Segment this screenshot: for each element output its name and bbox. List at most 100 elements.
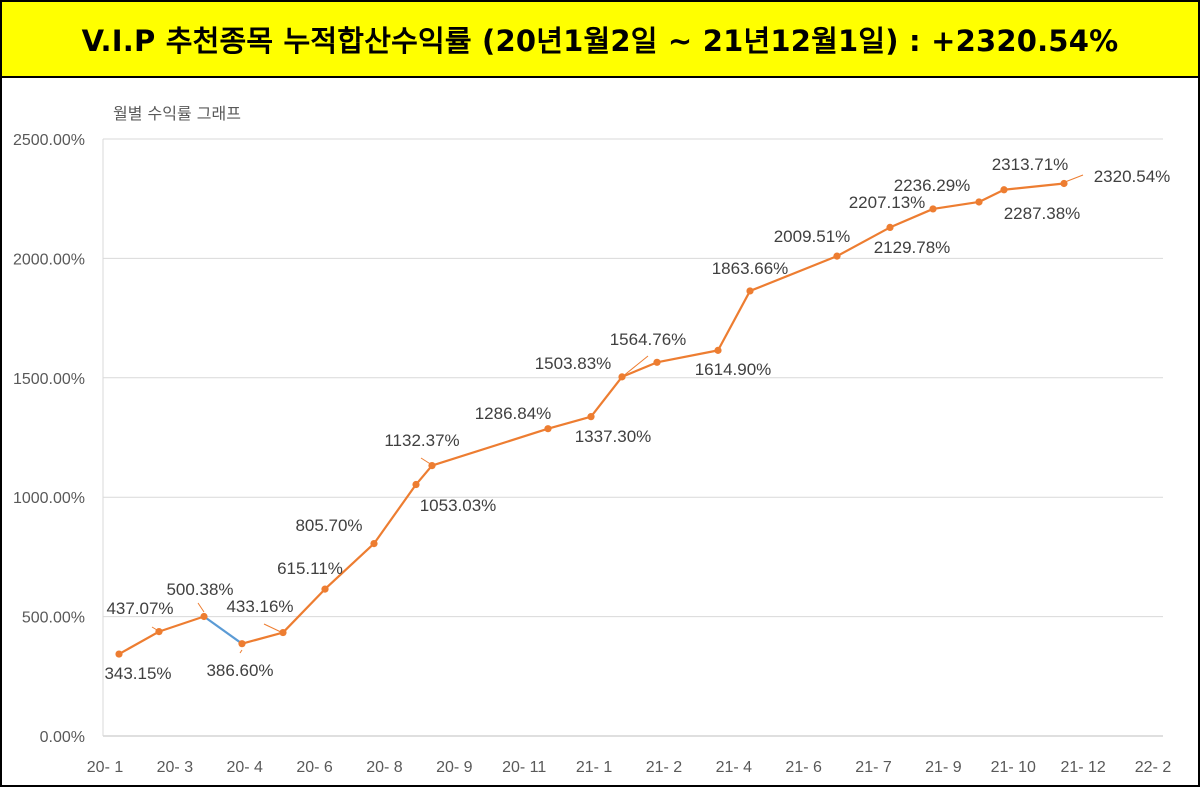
data-point bbox=[833, 252, 841, 260]
data-point bbox=[929, 205, 937, 213]
x-tick-label: 20- 9 bbox=[436, 759, 473, 776]
data-label: 437.07% bbox=[106, 599, 173, 618]
data-label: 1053.03% bbox=[420, 496, 497, 515]
leader-line bbox=[197, 602, 205, 613]
series-segment bbox=[620, 361, 659, 378]
title-banner: V.I.P 추천종목 누적합산수익률 (20년1월2일 ~ 21년12월1일) … bbox=[2, 2, 1198, 78]
data-label: 1614.90% bbox=[695, 360, 772, 379]
data-label: 1286.84% bbox=[475, 404, 552, 423]
x-tick-label: 21- 1 bbox=[576, 759, 613, 776]
x-tick-label: 22- 2 bbox=[1135, 759, 1172, 776]
y-tick-label: 500.00% bbox=[22, 610, 85, 627]
banner-title: V.I.P 추천종목 누적합산수익률 (20년1월2일 ~ 21년12월1일) … bbox=[81, 24, 1119, 58]
data-label: 2313.71% bbox=[992, 155, 1069, 174]
data-label: 1132.37% bbox=[384, 431, 459, 450]
data-label: 2009.51% bbox=[774, 227, 851, 246]
series-segment bbox=[1002, 182, 1066, 191]
series-segment bbox=[888, 207, 935, 229]
x-tick-label: 21- 2 bbox=[646, 759, 683, 776]
x-tick-label: 20- 8 bbox=[366, 759, 403, 776]
data-label: 1863.66% bbox=[712, 259, 789, 278]
series-segment bbox=[835, 226, 892, 258]
data-point bbox=[1000, 186, 1008, 194]
series-segment bbox=[748, 255, 839, 293]
data-point bbox=[1060, 179, 1068, 188]
data-point bbox=[746, 287, 754, 295]
series-segment bbox=[655, 349, 720, 364]
data-point bbox=[886, 223, 894, 232]
series-segment bbox=[202, 615, 244, 645]
data-label: 2207.13% bbox=[849, 193, 926, 212]
x-tick-label: 21- 12 bbox=[1060, 759, 1105, 776]
data-label: 2129.78% bbox=[874, 238, 951, 257]
series-segment bbox=[117, 630, 161, 656]
series-line bbox=[117, 180, 1067, 656]
data-label: 2287.38% bbox=[1004, 204, 1081, 223]
x-tick-label: 21- 4 bbox=[716, 759, 753, 776]
series-segment bbox=[240, 631, 285, 645]
series-segment bbox=[157, 615, 206, 633]
x-tick-label: 21- 6 bbox=[785, 759, 822, 776]
data-point bbox=[975, 198, 983, 206]
data-label: 1503.83% bbox=[535, 354, 612, 373]
x-tick-label: 20- 1 bbox=[87, 759, 124, 776]
data-point bbox=[238, 640, 246, 648]
series-segment bbox=[589, 375, 624, 418]
data-label: 386.60% bbox=[206, 661, 273, 680]
data-label: 1564.76% bbox=[610, 330, 687, 349]
data-label: 805.70% bbox=[295, 516, 362, 535]
series-segment bbox=[414, 464, 434, 486]
y-tick-label: 2500.00% bbox=[13, 132, 85, 149]
data-point bbox=[321, 585, 329, 593]
series-segment bbox=[716, 289, 752, 352]
data-point bbox=[714, 346, 722, 354]
series-segment bbox=[546, 415, 593, 430]
x-tick-label: 21- 10 bbox=[991, 759, 1036, 776]
y-tick-label: 1000.00% bbox=[13, 490, 85, 507]
data-points bbox=[115, 179, 1068, 658]
data-point bbox=[412, 480, 420, 489]
x-tick-label: 20- 3 bbox=[157, 759, 194, 776]
y-axis: 0.00% 500.00% 1000.00% 1500.00% 2000.00% 2500… bbox=[13, 132, 85, 746]
y-tick-label: 2000.00% bbox=[13, 251, 85, 268]
data-point bbox=[618, 373, 626, 381]
data-point bbox=[370, 539, 378, 548]
chart-title: 월별 수익률 그래프 bbox=[113, 104, 241, 123]
data-label: 2236.29% bbox=[894, 176, 971, 195]
data-label: 500.38% bbox=[166, 580, 233, 599]
y-tick-label: 1500.00% bbox=[13, 371, 85, 388]
series-segment bbox=[372, 483, 418, 545]
data-label: 2320.54% bbox=[1094, 167, 1171, 186]
data-label: 343.15% bbox=[104, 664, 171, 683]
data-point bbox=[155, 628, 163, 636]
data-point bbox=[544, 425, 552, 433]
data-point bbox=[653, 358, 661, 366]
data-point bbox=[428, 461, 436, 470]
x-axis: 20- 1 20- 3 20- 4 20- 6 20- 8 20- 9 20- 11 21- … bbox=[87, 759, 1172, 776]
x-tick-label: 20- 4 bbox=[226, 759, 263, 776]
data-label: 615.11% bbox=[277, 559, 343, 578]
x-tick-label: 21- 7 bbox=[855, 759, 892, 776]
series-segment bbox=[430, 427, 550, 467]
data-point bbox=[587, 413, 595, 421]
leader-line bbox=[621, 355, 649, 378]
series-segment bbox=[281, 588, 327, 634]
series-segment bbox=[977, 188, 1006, 204]
leader-line bbox=[239, 649, 243, 654]
x-tick-label: 20- 11 bbox=[502, 759, 546, 776]
gridlines bbox=[102, 138, 1163, 737]
data-labels: 343.15% 437.07%500.38% 386.60% 433.16% 615.1… bbox=[104, 155, 1170, 683]
data-point bbox=[115, 650, 123, 658]
data-label: 1337.30% bbox=[575, 427, 652, 446]
series-segment bbox=[931, 200, 981, 211]
series-segment bbox=[323, 542, 376, 591]
data-point bbox=[279, 628, 287, 637]
y-tick-label: 0.00% bbox=[40, 729, 85, 746]
data-point bbox=[200, 612, 208, 621]
x-tick-label: 21- 9 bbox=[925, 759, 962, 776]
leader-line bbox=[1064, 174, 1084, 183]
data-label: 433.16% bbox=[226, 597, 293, 616]
x-tick-label: 20- 6 bbox=[296, 759, 333, 776]
